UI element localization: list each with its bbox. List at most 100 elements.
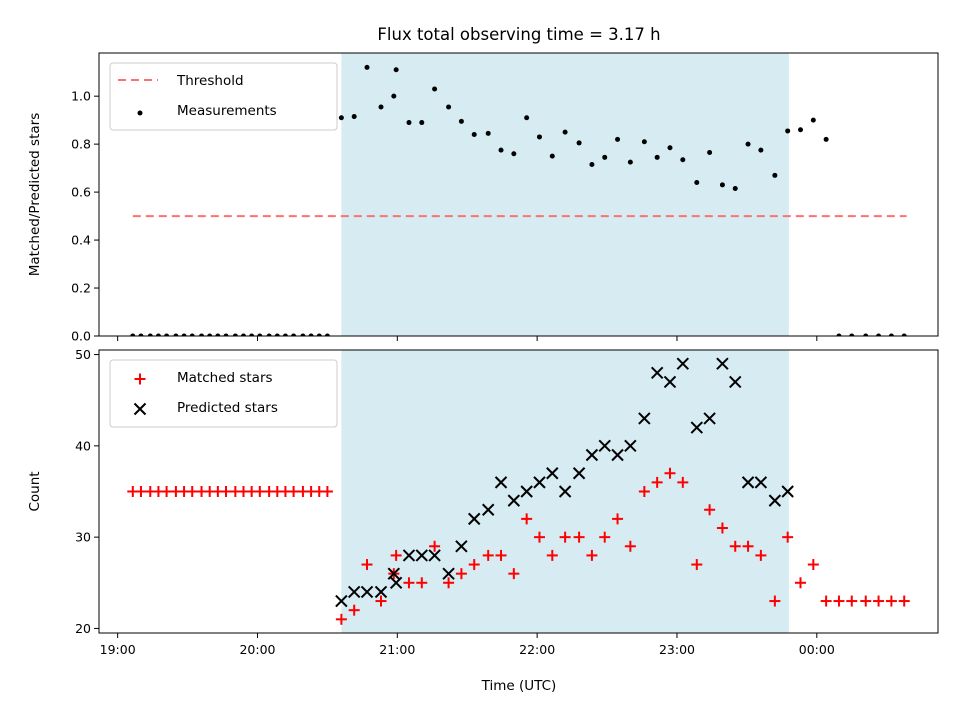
measurement-point [266,333,272,336]
predicted-star-point [481,503,495,516]
measurement-point [576,140,582,146]
legend-box [109,62,338,131]
matched-star-point [664,467,676,479]
x-tick-label: 23:00 [659,642,695,657]
predicted-star-point [754,476,768,489]
y-tick-label: 0.4 [71,233,91,248]
matched-star-point [443,577,455,589]
matched-star-point [820,595,832,607]
legend-entry: Matched stars [134,370,273,386]
matched-star-point [390,549,402,561]
measurement-point [745,141,751,147]
measurement-point [707,150,713,156]
predicted-star-point [533,476,546,489]
measurement-point [654,154,660,160]
x-tick-label: 22:00 [519,642,555,657]
legend-label: Predicted stars [177,400,278,416]
legend: Threshold Measurements [109,62,338,131]
matched-star-point [288,486,300,497]
measurement-point [274,333,280,336]
predicted-star-point [781,485,794,498]
measurement-point [164,333,170,336]
measurement-point [215,333,221,336]
matched-star-point [573,531,585,543]
measurement-point [524,115,530,121]
predicted-star-point [650,366,664,380]
matched-star-point [135,486,147,497]
measurement-point [324,333,330,336]
matched-star-point [742,540,754,552]
matched-star-point [335,613,347,625]
predicted-star-point [374,585,388,599]
measurement-point [223,333,229,336]
matched-star-point [898,595,910,607]
measurement-point [406,120,412,126]
predicted-star-point [663,375,677,389]
measurement-point [810,117,816,123]
predicted-star-point [546,467,559,480]
measurement-point [364,64,370,70]
matched-star-point [691,559,703,571]
predicted-star-point [690,421,703,434]
measurement-point [419,120,425,126]
predicted-star-point [676,357,690,370]
x-tick-label: 20:00 [239,642,275,657]
matched-star-point [495,549,507,561]
legend-entry: Predicted stars [133,400,278,416]
predicted-star-point [507,494,521,507]
predicted-star-point [402,549,416,562]
measurement-point [667,145,673,151]
matched-star-point [782,531,794,543]
matched-star-point [455,568,467,580]
predicted-star-point [360,585,374,599]
axes-frame [98,349,939,634]
matched-star-point [361,559,373,571]
x-tick-label: 21:00 [379,642,415,657]
measurement-point [138,333,144,336]
measurement-point [173,333,179,336]
y-tick-label: 50 [75,347,91,362]
measurement-point [498,147,504,153]
predicted-star-point [624,439,637,453]
predicted-star-point [389,576,403,589]
matched-star-point [612,513,624,525]
y-tick-label: 40 [75,438,91,453]
x-axis-label: Time (UTC) [481,678,557,694]
predicted-star-point [558,485,572,498]
measurement-point [207,333,213,336]
measurement-point [849,333,855,336]
predicted-star-point [455,540,468,553]
predicted-star-point [768,494,782,507]
matched-star-point [348,604,360,616]
measurement-point [602,154,608,160]
predicted-star-point [611,448,624,462]
legend-matched-swatch [134,373,146,385]
measurement-point [615,136,621,142]
predicted-star-point [415,549,428,562]
y-tick-label: 0.2 [71,281,91,296]
measurement-point [876,333,882,336]
predicted-star-point [442,567,455,580]
matched-star-point [521,513,533,525]
measurement-point [485,130,491,136]
predicted-star-point [585,448,599,462]
legend: Matched stars Predicted stars [109,359,338,428]
predicted-star-point [703,412,716,425]
matched-star-point [860,595,872,607]
measurement-point [785,128,791,134]
matched-star-point [375,595,387,607]
measurement-point [232,333,238,336]
matched-star-point [546,549,558,561]
measurement-point [836,333,842,336]
matched-star-point [429,540,441,552]
measurement-point [627,159,633,165]
legend-label: Matched stars [177,370,273,386]
measurement-point [694,180,700,186]
measurement-point [338,115,344,121]
axes-frame [98,52,939,337]
matched-star-point [704,504,716,516]
legend-entry: Measurements [137,103,277,119]
measurement-point [257,333,263,336]
matched-star-point [716,522,728,534]
